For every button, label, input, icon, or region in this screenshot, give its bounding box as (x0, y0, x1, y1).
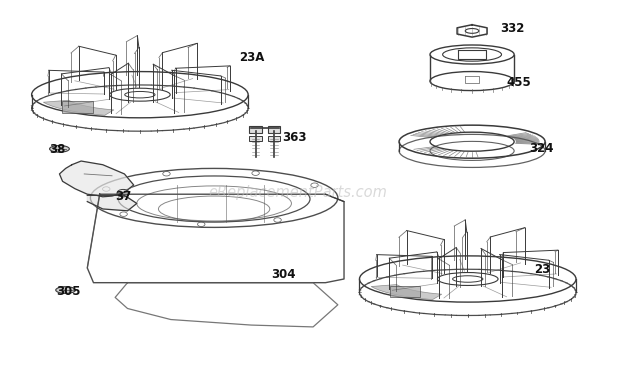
FancyBboxPatch shape (268, 136, 280, 141)
Polygon shape (60, 161, 134, 197)
Polygon shape (371, 285, 442, 300)
FancyBboxPatch shape (268, 126, 280, 133)
Text: 23A: 23A (239, 51, 264, 64)
FancyBboxPatch shape (249, 136, 262, 141)
Text: 37: 37 (115, 190, 131, 203)
Polygon shape (43, 100, 114, 115)
Ellipse shape (56, 287, 76, 293)
Polygon shape (87, 195, 137, 211)
Text: 304: 304 (271, 268, 296, 281)
Text: 324: 324 (529, 142, 554, 155)
Text: 455: 455 (507, 76, 531, 89)
Ellipse shape (50, 145, 69, 152)
FancyBboxPatch shape (249, 126, 262, 133)
Text: 38: 38 (49, 144, 65, 157)
Text: 23: 23 (534, 263, 550, 276)
FancyBboxPatch shape (389, 286, 420, 297)
Text: 305: 305 (56, 285, 81, 298)
Text: eReplacementParts.com: eReplacementParts.com (208, 185, 387, 200)
FancyBboxPatch shape (61, 101, 92, 112)
Text: 363: 363 (282, 131, 307, 144)
Text: 332: 332 (500, 22, 525, 35)
